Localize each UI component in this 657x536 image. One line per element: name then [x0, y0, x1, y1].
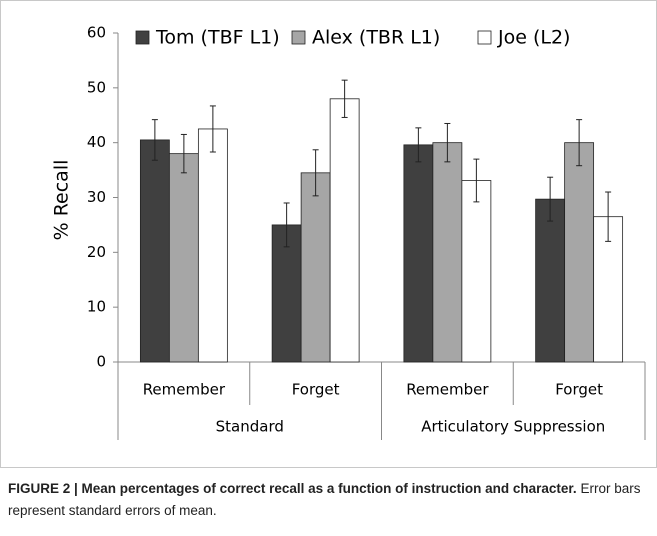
legend-swatch — [477, 30, 492, 45]
bar — [197, 128, 228, 363]
group-label: Articulatory Suppression — [421, 418, 605, 436]
y-tick-label: 20 — [87, 243, 106, 261]
bar — [564, 142, 595, 363]
y-tick-label: 60 — [87, 24, 106, 42]
x-tick-label: Forget — [292, 381, 340, 399]
x-tick-label: Forget — [555, 381, 603, 399]
y-tick-label: 0 — [96, 353, 106, 371]
caption: FIGURE 2 | Mean percentages of correct r… — [8, 478, 648, 522]
y-axis-label: % Recall — [51, 160, 73, 241]
x-tick-label: Remember — [406, 381, 489, 399]
bar — [461, 180, 492, 363]
y-tick-label: 10 — [87, 298, 106, 316]
caption-bold: FIGURE 2 | Mean percentages of correct r… — [8, 481, 577, 496]
caption-text: Error bars represent standard errors of … — [8, 481, 641, 518]
bar — [139, 139, 170, 363]
group-label: Standard — [216, 418, 284, 436]
y-tick-label: 30 — [87, 188, 106, 206]
bar — [300, 172, 331, 363]
bar — [168, 153, 199, 363]
legend-label: Alex (TBR L1) — [312, 27, 440, 49]
bar — [535, 198, 566, 363]
legend-label: Joe (L2) — [497, 27, 570, 49]
bar — [329, 98, 360, 363]
chart: % Recall 0 10 20 30 40 50 60 Remember Forget Stan… — [0, 0, 657, 468]
legend-label: Tom (TBF L1) — [155, 27, 280, 49]
legend-swatch — [291, 30, 306, 45]
bar — [403, 144, 434, 363]
y-tick-label: 40 — [87, 133, 106, 151]
x-tick-label: Remember — [143, 381, 226, 399]
y-tick-label: 50 — [87, 78, 106, 96]
legend-swatch — [135, 30, 150, 45]
bar — [432, 142, 463, 363]
